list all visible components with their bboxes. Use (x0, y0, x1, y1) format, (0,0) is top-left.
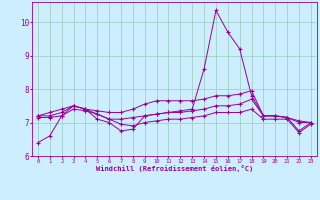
X-axis label: Windchill (Refroidissement éolien,°C): Windchill (Refroidissement éolien,°C) (96, 165, 253, 172)
